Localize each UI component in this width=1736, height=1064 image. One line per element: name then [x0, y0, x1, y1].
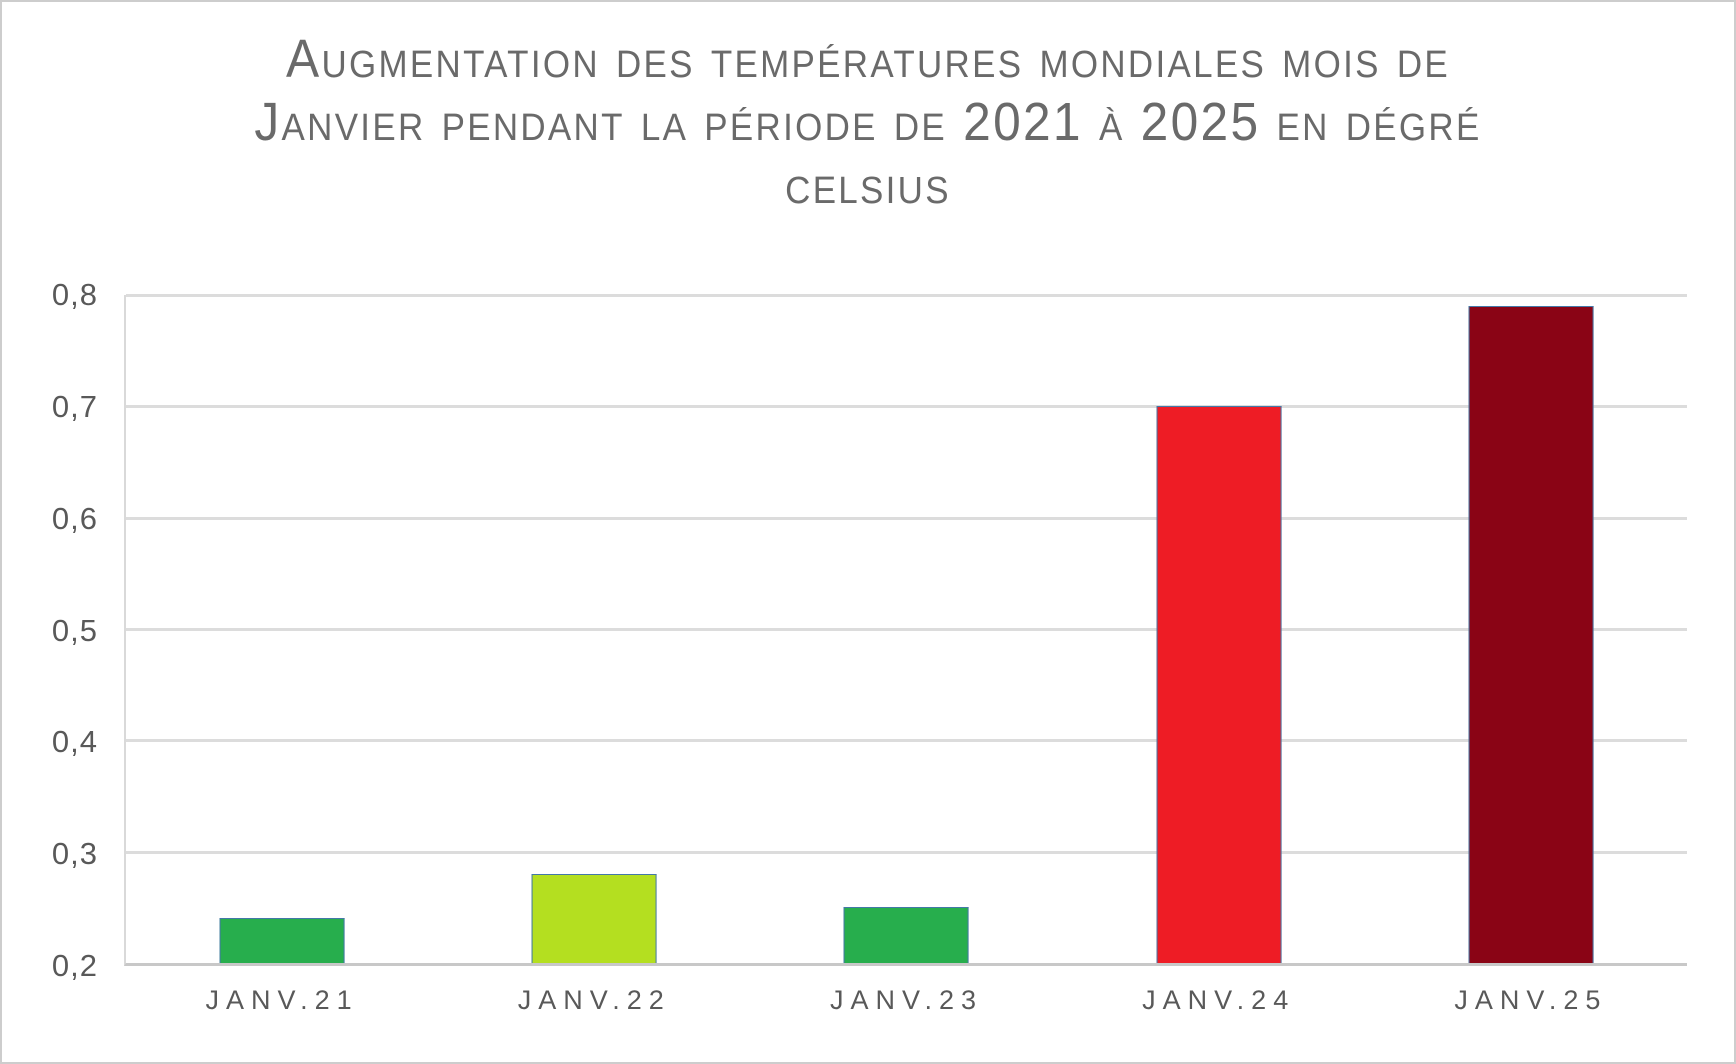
y-tick-label-0,8: 0,8: [51, 277, 98, 312]
bar-slot-janv.24: JANV.24: [1063, 295, 1375, 1015]
plot-area: JANV.21 JANV.22 JANV.23 JANV.24 JANV.25: [124, 294, 1687, 1015]
bar-janv.22: [531, 873, 657, 963]
bar-janv.21: [219, 918, 345, 963]
y-tick-label-0,2: 0,2: [51, 948, 98, 983]
gridline-0,4: [126, 739, 1687, 743]
x-tick-label-janv.24: JANV.24: [1142, 985, 1296, 1015]
x-tick-label-janv.25: JANV.25: [1454, 985, 1608, 1015]
x-tick-label-janv.23: JANV.23: [829, 985, 984, 1015]
y-tick-label-0,7: 0,7: [51, 388, 98, 424]
bar-slot-janv.22: JANV.22: [438, 295, 750, 1015]
bar-janv.24: [1156, 406, 1282, 963]
bar-janv.25: [1468, 306, 1594, 963]
gridline-0,7: [126, 405, 1687, 409]
chart-title-line-2: Janvier pendant la période de 2021 à 202…: [254, 92, 1482, 152]
y-tick-label-0,6: 0,6: [51, 500, 98, 536]
gridline-0,5: [126, 628, 1687, 631]
bar-janv.23: [844, 907, 969, 963]
gridline-0,8: [126, 294, 1687, 297]
x-tick-label-janv.22: JANV.22: [517, 985, 671, 1015]
gridline-0,3: [126, 850, 1687, 854]
bar-slot-janv.25: JANV.25: [1375, 295, 1687, 1015]
x-tick-label-janv.21: JANV.21: [205, 985, 359, 1015]
chart-title-line-3: celsius: [785, 155, 951, 215]
chart-title: Augmentation des températures mondiales …: [71, 28, 1664, 217]
y-axis: 0,8 0,7 0,6 0,5 0,4 0,3 0,2: [2, 277, 102, 983]
bar-slot-janv.23: JANV.23: [750, 295, 1062, 1015]
y-tick-label-0,4: 0,4: [51, 724, 98, 760]
y-tick-label-0,3: 0,3: [51, 836, 98, 872]
chart-title-line-1: Augmentation des températures mondiales …: [286, 29, 1450, 89]
y-tick-label-0,5: 0,5: [51, 612, 98, 648]
gridline-0,6: [126, 516, 1687, 520]
bar-slot-janv.21: JANV.21: [126, 295, 438, 1015]
